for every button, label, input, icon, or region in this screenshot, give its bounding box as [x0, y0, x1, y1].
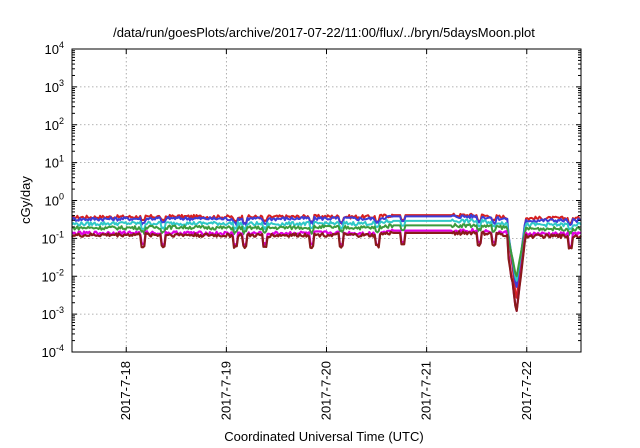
x-tick-label: 2017-7-20 [319, 361, 334, 420]
y-tick-label: 100 [45, 192, 64, 209]
y-tick-base: 10 [42, 345, 56, 360]
y-tick-exponent: -2 [56, 267, 64, 277]
y-tick-base: 10 [45, 194, 59, 209]
y-tick-label: 10-3 [42, 305, 64, 322]
series-line [71, 230, 582, 313]
x-tick-label: 2017-7-18 [118, 361, 133, 420]
y-tick-base: 10 [42, 231, 56, 246]
y-tick-base: 10 [45, 156, 59, 171]
y-tick-label: 102 [45, 116, 64, 133]
series-line [71, 222, 582, 278]
y-tick-base: 10 [42, 269, 56, 284]
series-line [71, 213, 582, 288]
y-tick-label: 103 [45, 78, 64, 95]
x-tick-label: 2017-7-21 [419, 361, 434, 420]
y-tick-exponent: 3 [59, 78, 64, 88]
y-tick-base: 10 [45, 42, 59, 57]
y-tick-exponent: 0 [59, 192, 64, 202]
grid [72, 49, 581, 352]
y-tick-exponent: 1 [59, 154, 64, 164]
x-tick-label: 2017-7-22 [519, 361, 534, 420]
y-tick-exponent: -3 [56, 305, 64, 315]
y-tick-label: 10-1 [42, 229, 64, 246]
y-tick-base: 10 [42, 307, 56, 322]
x-axis-label: Coordinated Universal Time (UTC) [224, 429, 423, 444]
y-tick-base: 10 [45, 118, 59, 133]
x-axis: 2017-7-18 2017-7-19 2017-7-20 2017-7-21 2017… [118, 49, 534, 420]
series-line [71, 218, 582, 282]
y-tick-label: 10-2 [42, 267, 64, 284]
y-tick-label: 104 [45, 40, 64, 57]
y-axis-label: cGy/day [18, 176, 33, 224]
chart-title: /data/run/goesPlots/archive/2017-07-22/1… [113, 25, 535, 40]
y-tick-label: 101 [45, 154, 64, 171]
y-tick-exponent: 2 [59, 116, 64, 126]
series-group [71, 212, 582, 313]
y-tick-base: 10 [45, 80, 59, 95]
y-tick-exponent: 4 [59, 40, 64, 50]
y-tick-label: 10-4 [42, 343, 64, 360]
y-tick-exponent: -1 [56, 229, 64, 239]
y-tick-exponent: -4 [56, 343, 64, 353]
x-tick-label: 2017-7-19 [218, 361, 233, 420]
